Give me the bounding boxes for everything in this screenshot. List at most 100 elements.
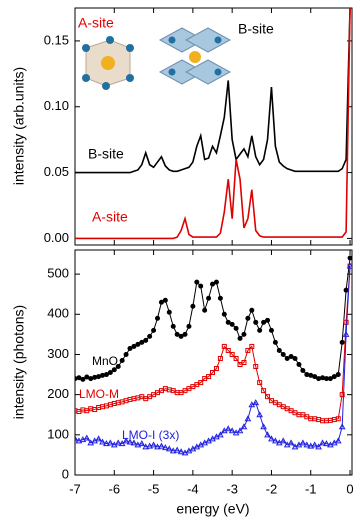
data-point	[272, 339, 278, 345]
a-site-crystal-icon	[82, 36, 134, 90]
data-point	[315, 443, 322, 450]
x-tick-label: -5	[148, 481, 160, 496]
data-point	[347, 255, 352, 261]
data-point	[162, 444, 169, 451]
data-point	[178, 333, 184, 339]
data-point	[221, 311, 227, 317]
data-point	[158, 442, 165, 449]
x-axis-label: energy (eV)	[176, 501, 249, 517]
data-point	[123, 351, 129, 357]
legend-label: LMO-M	[79, 387, 119, 401]
data-point	[244, 415, 252, 422]
data-point	[202, 307, 208, 313]
data-point	[268, 435, 275, 442]
data-point	[233, 355, 239, 361]
data-point	[165, 445, 173, 452]
data-point	[143, 337, 149, 343]
data-point	[225, 319, 231, 325]
y-axis-label: intensity (arb.units)	[11, 67, 27, 185]
data-point	[339, 339, 345, 345]
series-line	[75, 8, 351, 240]
plot-area	[75, 255, 352, 456]
data-point	[198, 283, 204, 289]
data-point	[174, 331, 180, 337]
data-point	[260, 423, 267, 430]
data-point	[228, 427, 236, 434]
x-tick-label: -7	[69, 481, 81, 496]
data-point	[300, 368, 306, 374]
y-tick-label: 0.00	[44, 230, 69, 245]
data-point	[103, 372, 109, 378]
data-point	[320, 375, 326, 381]
data-point	[240, 423, 248, 430]
data-point	[287, 439, 295, 446]
data-point	[103, 440, 110, 447]
data-point	[299, 439, 307, 446]
data-point	[237, 335, 243, 341]
data-point	[84, 374, 90, 380]
y-tick-label: 400	[47, 306, 69, 321]
data-point	[225, 347, 231, 353]
data-point	[182, 331, 188, 337]
data-point	[253, 364, 259, 370]
data-point	[80, 376, 86, 382]
data-point	[107, 370, 113, 376]
data-point	[308, 372, 314, 378]
data-point	[96, 374, 102, 380]
data-point	[245, 315, 251, 321]
data-point	[292, 355, 298, 361]
data-point	[323, 376, 329, 382]
data-point	[131, 343, 137, 349]
data-point	[115, 364, 121, 370]
legend-label: MnO	[92, 354, 118, 368]
data-point	[92, 374, 98, 380]
data-point	[213, 279, 219, 285]
data-point	[265, 317, 271, 323]
data-point	[162, 297, 168, 303]
data-point	[206, 374, 212, 380]
data-point	[100, 372, 106, 378]
data-point	[75, 435, 79, 442]
data-point	[146, 442, 154, 449]
data-point	[334, 437, 342, 444]
data-point	[236, 427, 244, 434]
annotation: B-site	[238, 21, 274, 37]
data-point	[224, 425, 232, 432]
data-point	[343, 319, 349, 325]
x-tick-label: -1	[305, 481, 317, 496]
annotation: A-site	[78, 15, 114, 31]
data-point	[253, 319, 259, 325]
series-line	[75, 8, 351, 174]
data-point	[111, 367, 117, 373]
data-point	[119, 357, 125, 363]
data-point	[272, 437, 279, 444]
data-point	[346, 262, 352, 269]
b-site-crystal-icon	[158, 27, 232, 85]
data-point	[316, 376, 322, 382]
x-tick-label: -2	[266, 481, 278, 496]
x-tick-label: -6	[109, 481, 121, 496]
data-point	[241, 331, 247, 337]
panel-frame	[74, 249, 353, 476]
data-point	[268, 327, 274, 333]
data-point	[88, 376, 94, 382]
data-point	[338, 423, 346, 430]
data-point	[170, 323, 176, 329]
data-point	[264, 431, 271, 438]
data-point	[323, 440, 330, 447]
data-point	[339, 392, 345, 398]
legend-label: LMO-I (3x)	[122, 428, 179, 442]
data-point	[114, 439, 122, 446]
data-point	[95, 435, 102, 442]
data-point	[303, 441, 311, 448]
data-point	[280, 351, 286, 357]
data-point	[284, 355, 290, 361]
data-point	[249, 343, 255, 349]
data-point	[217, 295, 223, 301]
x-tick-label: -4	[187, 481, 199, 496]
data-point	[154, 443, 161, 450]
data-point	[75, 376, 78, 382]
data-point	[296, 362, 302, 368]
data-point	[147, 333, 153, 339]
